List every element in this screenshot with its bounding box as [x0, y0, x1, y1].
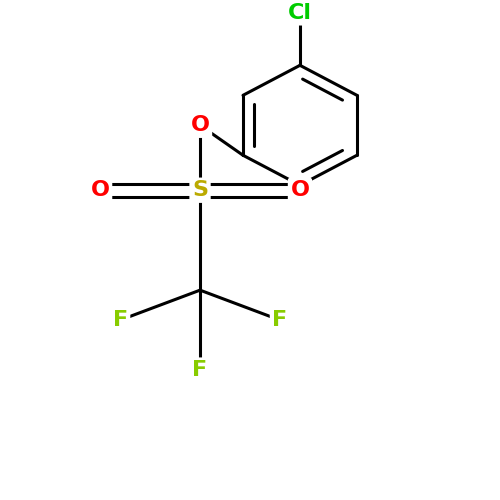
Text: F: F	[272, 310, 287, 330]
Text: S: S	[192, 180, 208, 200]
Text: Cl: Cl	[288, 3, 312, 23]
Text: F: F	[192, 360, 208, 380]
Text: F: F	[112, 310, 128, 330]
Text: O: O	[290, 180, 310, 200]
Text: O: O	[190, 116, 210, 136]
Text: O: O	[90, 180, 110, 200]
